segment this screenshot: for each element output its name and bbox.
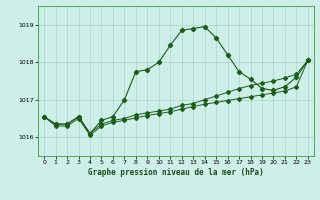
- X-axis label: Graphe pression niveau de la mer (hPa): Graphe pression niveau de la mer (hPa): [88, 168, 264, 177]
